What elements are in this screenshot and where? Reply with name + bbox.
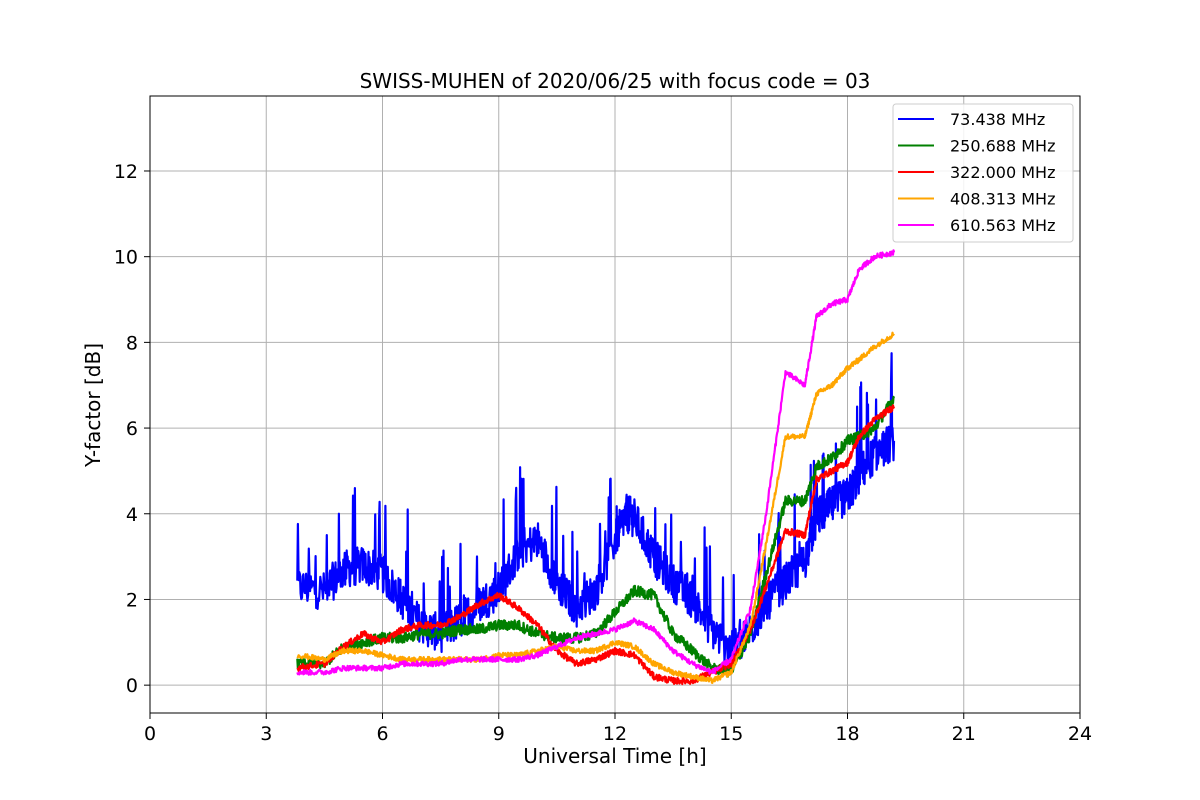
series-line (296, 404, 896, 686)
x-tick-label: 3 (260, 723, 272, 745)
series-line (296, 331, 895, 685)
x-axis-label: Universal Time [h] (523, 744, 706, 768)
legend-label: 408.313 MHz (950, 190, 1055, 209)
y-tick-label: 6 (126, 418, 138, 440)
legend-items: 73.438 MHz 250.688 MHz 322.000 MHz 408.313 … (898, 110, 1055, 235)
y-tick-label: 0 (126, 675, 138, 697)
legend: 73.438 MHz 250.688 MHz 322.000 MHz 408.313 … (892, 103, 1074, 243)
chart-title: SWISS-MUHEN of 2020/06/25 with focus cod… (360, 69, 871, 93)
y-tick-label: 8 (126, 332, 138, 354)
series-layer (296, 249, 896, 686)
legend-label: 250.688 MHz (950, 137, 1055, 156)
x-axis-ticks: 0 3 6 9 12 15 18 21 24 (144, 713, 1092, 745)
x-tick-label: 15 (719, 723, 743, 745)
series-line (296, 249, 896, 676)
x-tick-label: 21 (952, 723, 976, 745)
y-tick-label: 12 (114, 161, 138, 183)
y-axis-ticks: 0 2 4 6 8 10 12 (114, 161, 150, 697)
x-tick-label: 18 (835, 723, 859, 745)
x-tick-label: 0 (144, 723, 156, 745)
x-tick-label: 6 (376, 723, 388, 745)
legend-label: 610.563 MHz (950, 216, 1055, 235)
x-tick-label: 24 (1068, 723, 1092, 745)
legend-label: 322.000 MHz (950, 163, 1055, 182)
y-tick-label: 2 (126, 589, 138, 611)
y-tick-label: 4 (126, 504, 138, 526)
y-axis-label: Y-factor [dB] (81, 343, 105, 468)
legend-label: 73.438 MHz (950, 110, 1045, 129)
x-tick-label: 12 (603, 723, 627, 745)
legend-box (892, 103, 1074, 243)
plot-area (296, 249, 896, 686)
series-line (296, 352, 896, 668)
x-tick-label: 9 (493, 723, 505, 745)
y-tick-label: 10 (114, 247, 138, 269)
series-line (296, 395, 896, 678)
